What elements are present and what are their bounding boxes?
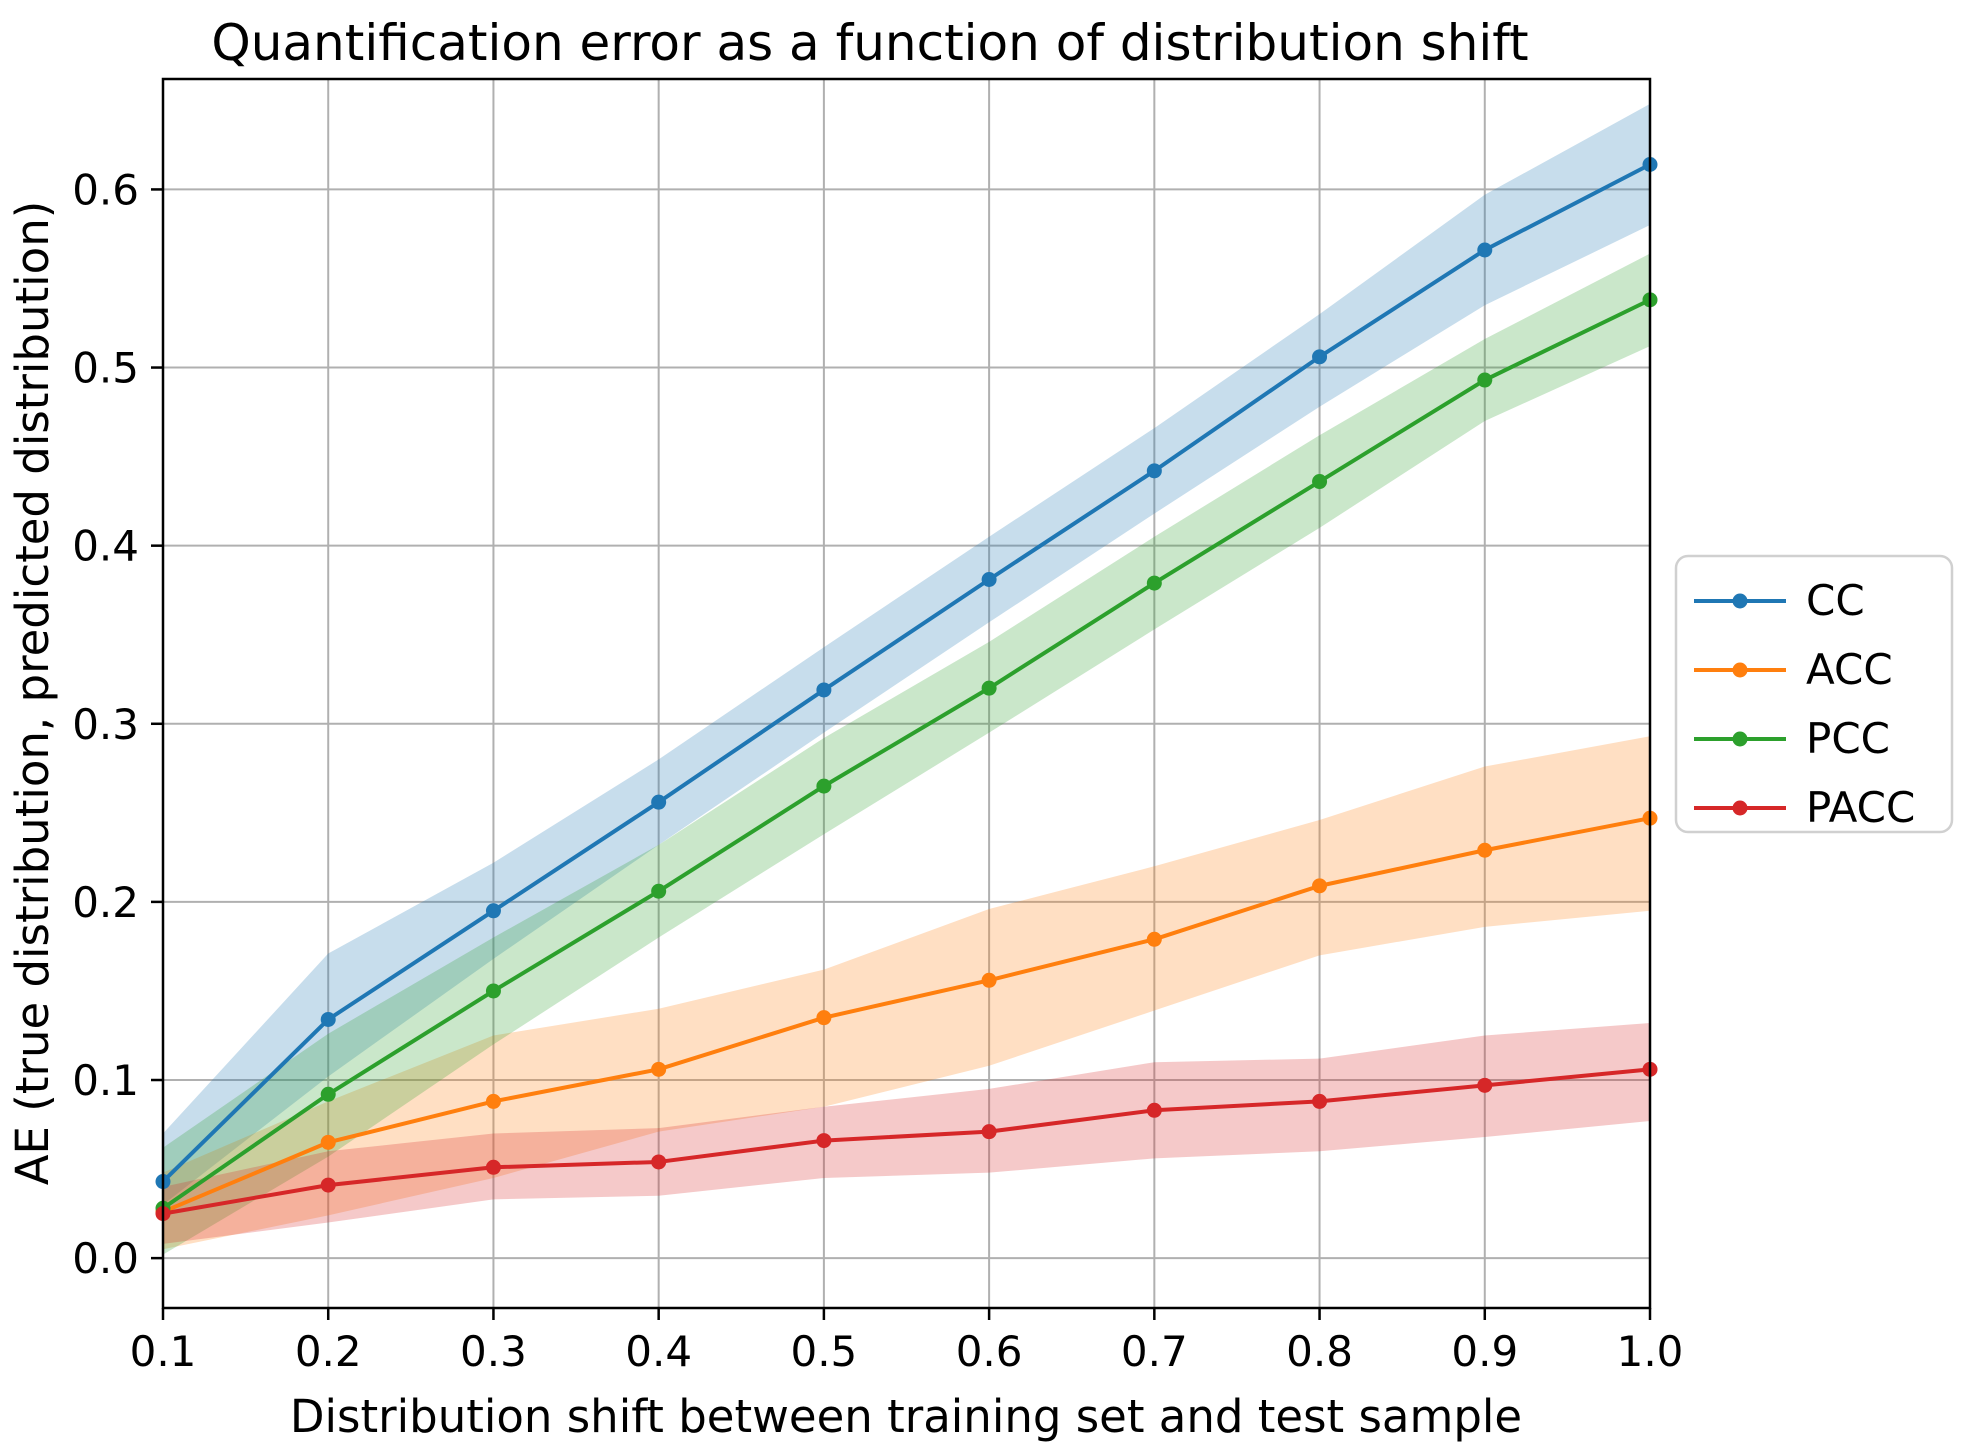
confidence-band-pcc: [163, 253, 1650, 1255]
legend-marker: [1732, 662, 1748, 678]
x-tick-label: 1.0: [1617, 1327, 1684, 1376]
data-point-pacc: [320, 1177, 336, 1193]
data-point-acc: [320, 1134, 336, 1150]
legend-label: PACC: [1806, 783, 1915, 832]
confidence-bands-layer: [163, 103, 1650, 1255]
y-tick-label: 0.2: [72, 878, 139, 927]
x-tick-label: 0.4: [625, 1327, 692, 1376]
chart-title: Quantification error as a function of di…: [211, 14, 1528, 72]
data-point-cc: [1477, 242, 1493, 258]
series-line-cc: [161, 162, 1651, 1183]
confidence-band-cc: [163, 103, 1650, 1205]
x-tick-label: 0.1: [130, 1327, 197, 1376]
data-point-acc: [1477, 842, 1493, 858]
data-point-pcc: [1312, 474, 1328, 490]
data-point-cc: [981, 572, 997, 588]
data-point-acc: [1312, 878, 1328, 894]
y-tick-label: 0.6: [72, 165, 139, 214]
data-point-acc: [816, 1010, 832, 1026]
data-point-cc: [1312, 349, 1328, 365]
data-point-acc: [651, 1061, 667, 1077]
axes-layer: [151, 77, 1652, 1320]
series-line-pacc: [162, 1067, 1651, 1216]
y-tick-label: 0.0: [72, 1234, 139, 1283]
data-point-acc: [1146, 931, 1162, 947]
data-point-pacc: [816, 1133, 832, 1149]
confidence-band-acc: [163, 736, 1650, 1250]
x-tick-label: 0.5: [790, 1327, 857, 1376]
data-point-cc: [816, 682, 832, 698]
data-point-pcc: [1146, 575, 1162, 591]
x-axis-label: Distribution shift between training set …: [290, 1390, 1522, 1443]
legend-marker: [1732, 731, 1748, 747]
data-point-pacc: [651, 1154, 667, 1170]
plot-border: [161, 77, 1652, 1310]
data-point-cc: [485, 903, 501, 919]
data-point-pcc: [816, 778, 832, 794]
data-point-cc: [651, 794, 667, 810]
data-point-cc: [320, 1011, 336, 1027]
x-tick-label: 0.9: [1451, 1327, 1518, 1376]
data-point-pacc: [1312, 1093, 1328, 1109]
data-point-pacc: [485, 1159, 501, 1175]
data-point-acc: [485, 1093, 501, 1109]
tick-labels-layer: 0.1 0.2 0.3 0.4 0.5 0.6 0.7 0.8 0.9 1.0 0.0 0.1 0.2 0…: [72, 165, 1683, 1376]
data-point-pcc: [1477, 372, 1493, 388]
y-tick-label: 0.4: [72, 522, 139, 571]
series-line-acc: [162, 816, 1651, 1214]
legend-label: ACC: [1806, 645, 1893, 694]
data-point-acc: [981, 972, 997, 988]
x-tick-label: 0.3: [460, 1327, 527, 1376]
data-point-pcc: [320, 1086, 336, 1102]
y-axis-label: AE (true distribution, predicted distrib…: [6, 201, 59, 1186]
data-point-pcc: [981, 680, 997, 696]
legend-marker: [1732, 800, 1748, 816]
x-tick-label: 0.8: [1286, 1327, 1353, 1376]
data-point-pcc: [485, 983, 501, 999]
confidence-band-pacc: [163, 1023, 1650, 1244]
series-line-pcc: [161, 298, 1651, 1210]
y-tick-label: 0.1: [72, 1056, 139, 1105]
legend-label: PCC: [1806, 714, 1890, 763]
y-tick-label: 0.3: [72, 700, 139, 749]
legend-label: CC: [1806, 576, 1865, 625]
legend-box: [1674, 554, 1954, 834]
x-tick-label: 0.6: [956, 1327, 1023, 1376]
y-tick-label: 0.5: [72, 344, 139, 393]
data-point-pacc: [1477, 1077, 1493, 1093]
data-point-pacc: [981, 1124, 997, 1140]
x-tick-label: 0.2: [295, 1327, 362, 1376]
data-point-pacc: [1146, 1102, 1162, 1118]
legend-marker: [1732, 593, 1748, 609]
series-lines-layer: [155, 156, 1658, 1222]
legend: CC ACC PCC PACC: [1674, 554, 1954, 834]
data-point-pcc: [651, 883, 667, 899]
data-point-cc: [1146, 463, 1162, 479]
x-tick-label: 0.7: [1121, 1327, 1188, 1376]
